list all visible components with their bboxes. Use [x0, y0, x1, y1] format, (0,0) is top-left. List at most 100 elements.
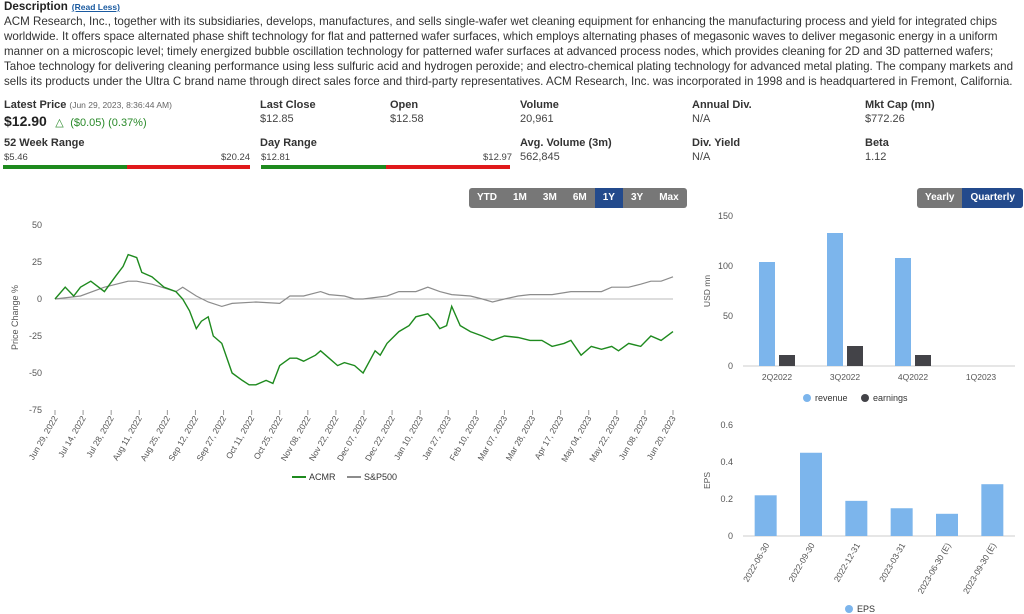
week52-stat: 52 Week Range [4, 137, 85, 149]
series-line-acmr [54, 253, 674, 386]
latest-price-value: $12.90 [4, 113, 47, 129]
mkt-cap-stat: Mkt Cap (mn) $772.26 [865, 99, 935, 125]
series-line-sp500 [54, 276, 674, 308]
range-button-3m[interactable]: 3M [542, 192, 557, 203]
week52-low: $5.46 [4, 152, 28, 163]
y-tick-label: 150 [718, 211, 733, 221]
last-close-stat: Last Close $12.85 [260, 99, 316, 125]
description-heading: Description [4, 0, 68, 13]
mkt-cap-label: Mkt Cap (mn) [865, 99, 935, 111]
range-button-group: YTD 1M 3M 6M 1Y 3Y Max [469, 188, 687, 208]
bar-earnings-3q2022 [847, 346, 863, 366]
week52-label: 52 Week Range [4, 137, 85, 149]
avg-volume-value: 562,845 [520, 151, 560, 163]
bar-eps-20230630e [936, 513, 958, 536]
x-tick-label: 2022-09-30 [786, 541, 817, 584]
range-button-3y[interactable]: 3Y [630, 192, 644, 203]
legend-label: ACMR [309, 472, 336, 482]
x-tick-label: Oct 25, 2022 [251, 414, 284, 461]
company-description: Description (Read Less) ACM Research, Inc… [4, 0, 1018, 89]
x-tick-label: 2022-12-31 [832, 541, 863, 584]
range-high-segment [126, 165, 250, 169]
legend-label: earnings [873, 393, 908, 403]
y-tick-label: 25 [32, 257, 42, 267]
bar-revenue-3q2022 [827, 233, 843, 366]
day-range-label: Day Range [260, 137, 317, 149]
y-tick-label: 0 [728, 531, 733, 541]
y-tick-label: -25 [29, 331, 42, 341]
legend-label: revenue [815, 393, 848, 403]
latest-price-timestamp: (Jun 29, 2023, 8:36:44 AM) [69, 100, 172, 110]
day-range-stat: Day Range [260, 137, 317, 149]
bar-eps-20230930e [981, 484, 1004, 536]
y-tick-label: 50 [32, 220, 42, 230]
range-button-1m[interactable]: 1M [513, 192, 527, 203]
legend-swatch [845, 605, 853, 613]
period-button-yearly[interactable]: Yearly [925, 192, 955, 203]
y-tick-label: 50 [723, 311, 733, 321]
annual-div-value: N/A [692, 113, 711, 125]
period-button-group: Yearly Quarterly [917, 188, 1023, 208]
legend-label: S&P500 [364, 472, 397, 482]
range-button-6m[interactable]: 6M [572, 192, 587, 203]
y-axis-label: USD mn [702, 275, 712, 307]
y-tick-label: 0.6 [720, 420, 733, 430]
annual-div-stat: Annual Div. N/A [692, 99, 752, 125]
range-low-segment [3, 165, 127, 169]
range-button-max[interactable]: Max [659, 192, 679, 203]
latest-price-stat: Latest Price (Jun 29, 2023, 8:36:44 AM) $… [4, 99, 172, 131]
bar-revenue-4q2022 [895, 258, 911, 366]
legend-swatch [861, 394, 869, 402]
period-button-quarterly[interactable]: Quarterly [962, 188, 1023, 208]
range-low-segment [261, 165, 386, 169]
y-tick-label: -50 [29, 368, 42, 378]
read-less-link[interactable]: (Read Less) [71, 2, 120, 12]
open-label: Open [390, 99, 419, 111]
y-tick-label: 0 [37, 294, 42, 304]
y-axis-label: EPS [702, 472, 712, 489]
x-tick-label: Jul 14, 2022 [56, 414, 88, 459]
y-tick-label: 100 [718, 261, 733, 271]
bar-eps-20221231 [845, 500, 868, 536]
up-triangle-icon: △ [55, 117, 64, 129]
x-tick-label: Oct 11, 2022 [224, 414, 257, 461]
description-text: ACM Research, Inc., together with its su… [4, 14, 1014, 88]
price-change: ($0.05) (0.37%) [70, 117, 147, 129]
x-tick-label: 3Q2022 [830, 372, 861, 382]
range-button-1y[interactable]: 1Y [594, 188, 623, 208]
volume-label: Volume [520, 99, 559, 111]
bar-earnings-4q2022 [915, 355, 931, 366]
x-tick-label: 1Q2023 [966, 372, 997, 382]
x-tick-label: Jul 28, 2022 [84, 414, 116, 459]
x-tick-label: Apr 17, 2023 [532, 414, 565, 461]
mkt-cap-value: $772.26 [865, 113, 905, 125]
beta-label: Beta [865, 137, 889, 149]
y-axis-label: Price Change % [10, 285, 20, 350]
range-high-segment [385, 165, 510, 169]
bar-revenue-2q2022 [759, 262, 775, 366]
open-value: $12.58 [390, 113, 424, 125]
eps-bar-chart: 0 0.2 0.4 0.6 EPS 2022-06-30 2022-09-30 2022-12… [702, 420, 1015, 614]
annual-div-label: Annual Div. [692, 99, 752, 111]
y-tick-label: -75 [29, 405, 42, 415]
div-yield-value: N/A [692, 151, 711, 163]
legend-label: EPS [857, 604, 875, 614]
last-close-value: $12.85 [260, 113, 294, 125]
revenue-earnings-bar-chart: 0 50 100 150 USD mn 2Q2022 3Q2022 4Q2022 1Q2023 r… [702, 211, 1015, 403]
div-yield-stat: Div. Yield N/A [692, 137, 740, 163]
range-button-ytd[interactable]: YTD [477, 192, 497, 203]
x-tick-label: 2Q2022 [762, 372, 793, 382]
week52-range-bar [3, 165, 250, 169]
avg-volume-stat: Avg. Volume (3m) 562,845 [520, 137, 612, 163]
open-stat: Open $12.58 [390, 99, 424, 125]
beta-stat: Beta 1.12 [865, 137, 889, 163]
day-range-high: $12.97 [483, 152, 513, 163]
day-range-low: $12.81 [261, 152, 291, 163]
volume-value: 20,961 [520, 113, 554, 125]
last-close-label: Last Close [260, 99, 316, 111]
x-tick-label: 2022-06-30 [741, 541, 772, 584]
volume-stat: Volume 20,961 [520, 99, 559, 125]
avg-volume-label: Avg. Volume (3m) [520, 137, 612, 149]
bar-eps-20220630 [754, 495, 777, 536]
